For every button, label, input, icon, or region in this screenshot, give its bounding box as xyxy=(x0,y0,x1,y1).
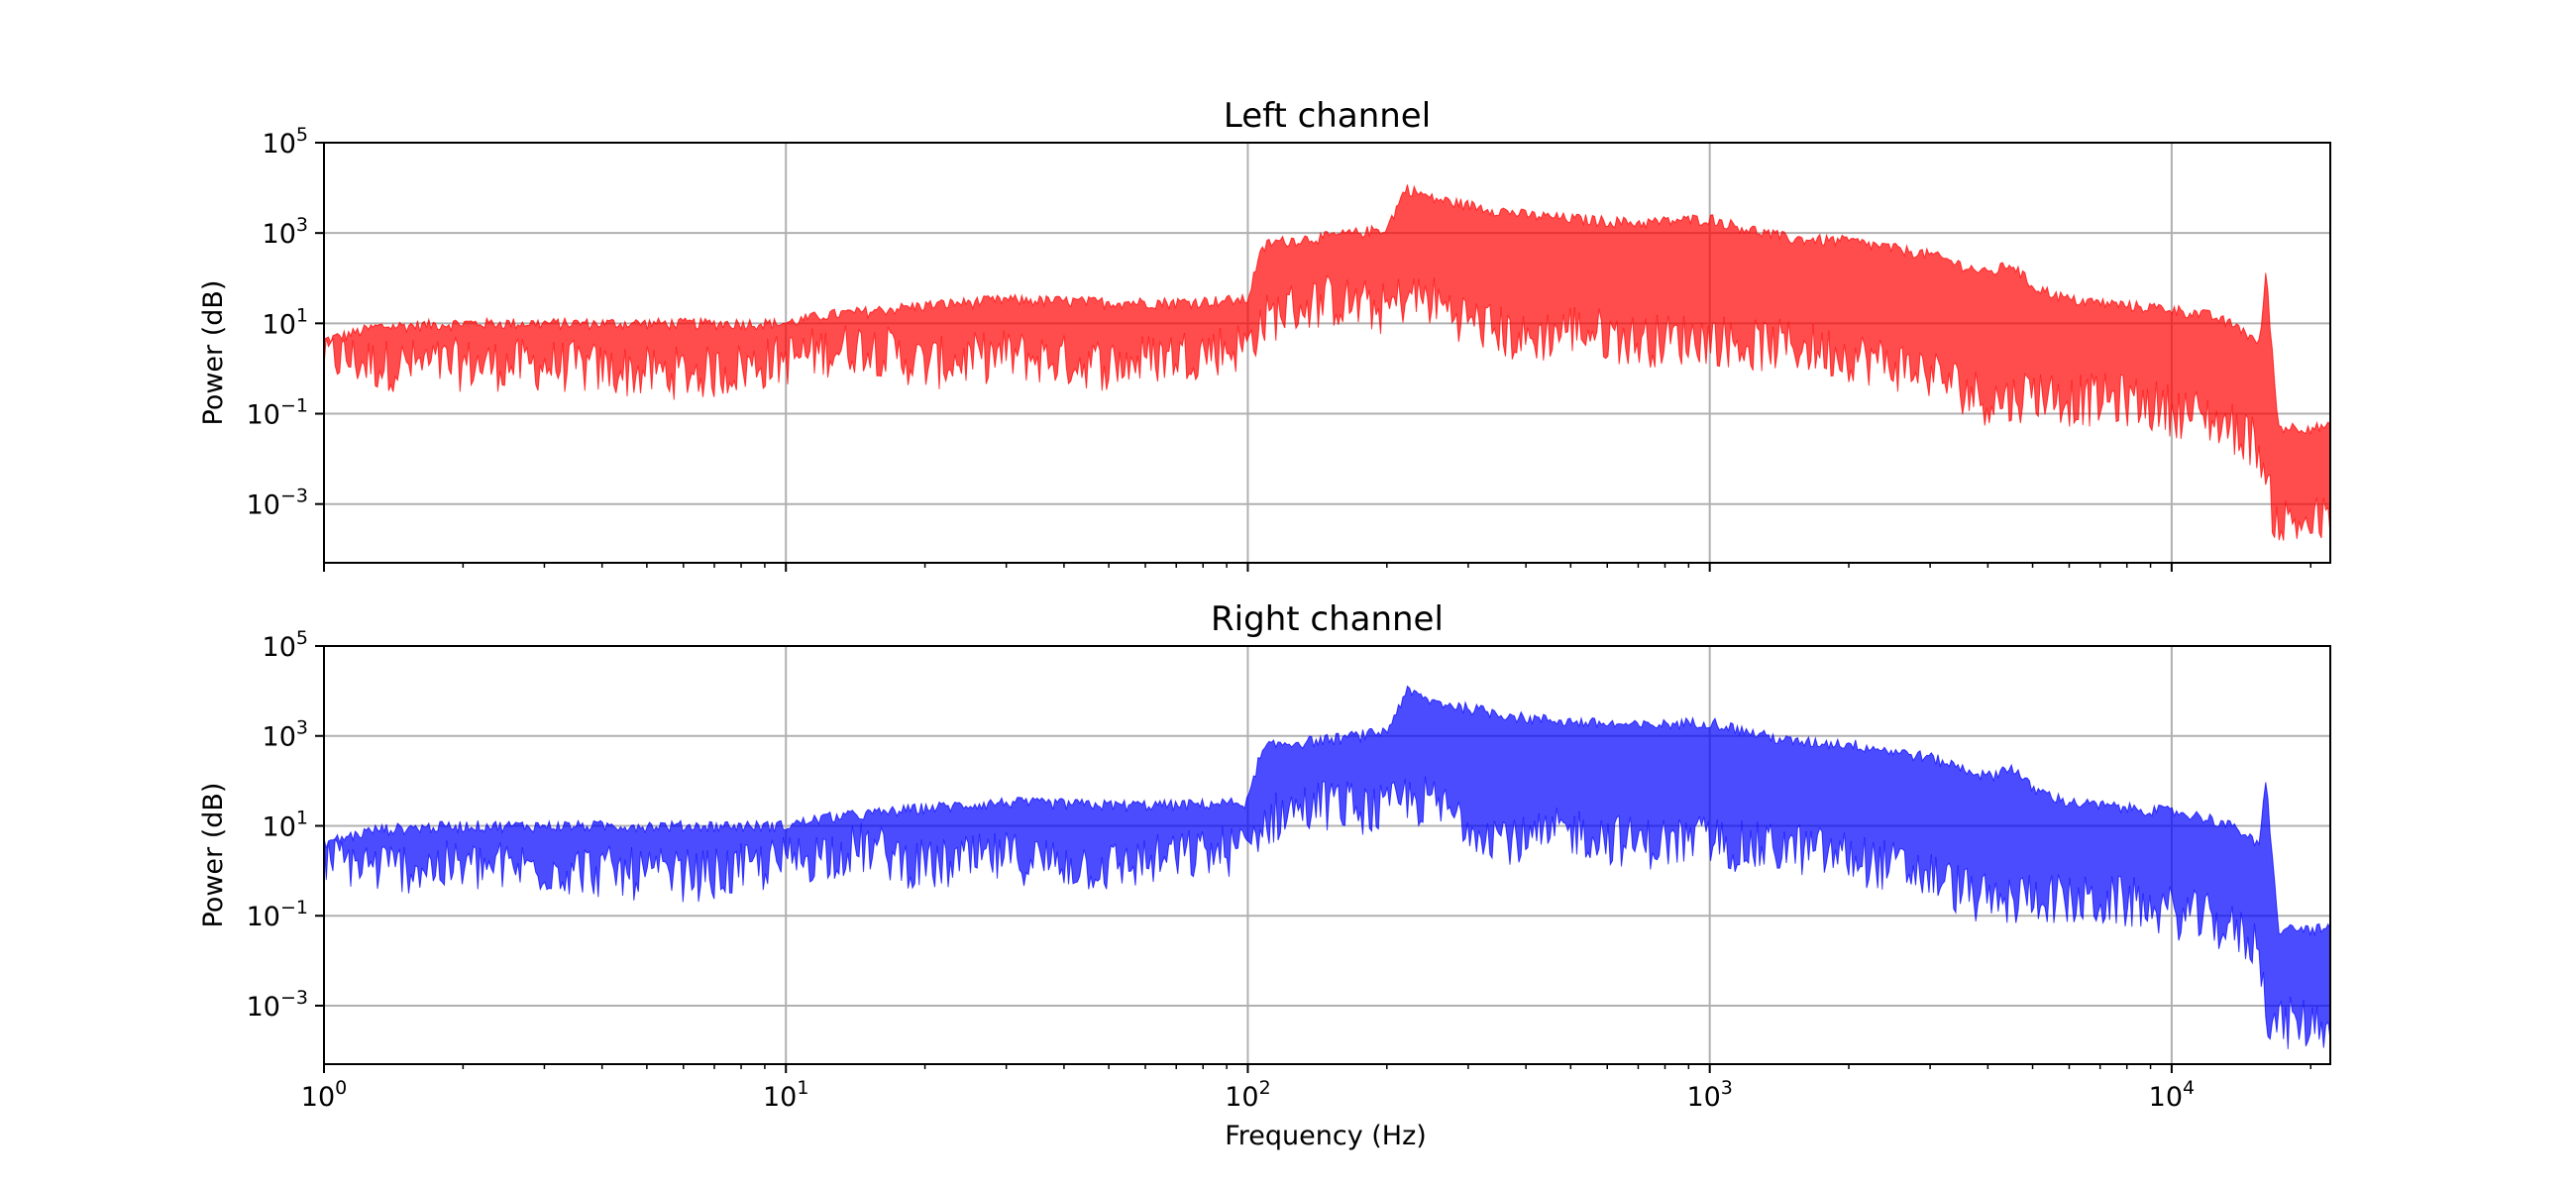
y-tick-label: 105 xyxy=(263,124,308,160)
right-channel-subplot: 10−3 10−1 101 103 105 100 101 102 103 104 Right ch… xyxy=(198,599,2331,1113)
left-channel-subplot: 10−3 10−1 101 103 105 Left channel Power (dB) xyxy=(198,96,2331,572)
y-axis-label: Power (dB) xyxy=(198,280,229,426)
axes-frame xyxy=(323,645,2331,1065)
spectrum-series xyxy=(323,184,2331,541)
y-tick-label: 101 xyxy=(263,304,308,340)
y-tick-label: 10−1 xyxy=(247,395,308,431)
y-tick-label: 103 xyxy=(263,717,308,753)
y-axis-label: Power (dB) xyxy=(198,783,229,928)
x-tick-label: 100 xyxy=(301,1077,347,1113)
x-tick-label: 101 xyxy=(763,1077,808,1113)
axes-frame xyxy=(323,142,2331,564)
y-tick-label: 101 xyxy=(263,807,308,842)
x-tick-label: 102 xyxy=(1225,1077,1270,1113)
y-tick-label: 10−1 xyxy=(247,897,308,932)
subplot-title: Left channel xyxy=(1224,96,1431,136)
spectrum-series xyxy=(323,685,2331,1049)
y-tick-label: 103 xyxy=(263,214,308,250)
y-tick-label: 10−3 xyxy=(247,486,308,521)
x-tick-label: 104 xyxy=(2149,1077,2195,1113)
x-axis-label: Frequency (Hz) xyxy=(1225,1121,1427,1151)
y-tick-label: 105 xyxy=(263,627,308,663)
x-tick-label: 103 xyxy=(1686,1077,1732,1113)
y-tick-label: 10−3 xyxy=(247,987,308,1023)
subplot-title: Right channel xyxy=(1211,599,1444,639)
